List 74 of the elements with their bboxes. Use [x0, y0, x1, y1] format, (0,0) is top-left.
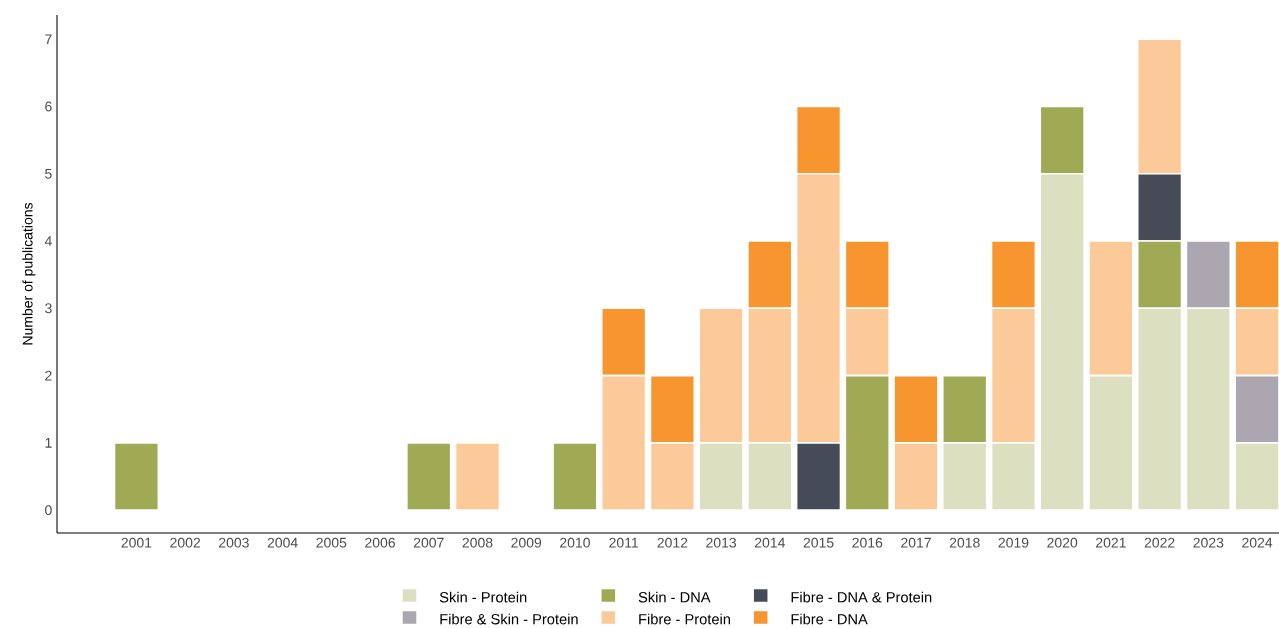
- x-tick-label: 2003: [219, 537, 249, 548]
- bar: [1088, 240, 1134, 377]
- bar: [990, 442, 1037, 511]
- legend-label: Skin - DNA: [638, 591, 711, 603]
- bar: [1039, 172, 1085, 511]
- bar: [649, 442, 696, 511]
- y-tick-label: 3: [45, 303, 52, 314]
- bar: [990, 240, 1037, 310]
- bar: [747, 307, 793, 444]
- x-tick-label: 2022: [1144, 537, 1175, 548]
- x-tick-label: 2014: [754, 537, 785, 548]
- x-tick-label: 2009: [511, 537, 542, 548]
- x-tick-label: 2005: [316, 537, 347, 548]
- bar: [1234, 240, 1279, 310]
- bar: [1136, 307, 1183, 511]
- bar: [600, 374, 647, 511]
- y-tick-label: 0: [45, 505, 52, 516]
- legend-label: Fibre - Protein: [639, 613, 730, 625]
- x-tick-label: 2010: [560, 537, 590, 548]
- y-axis-title: Number of publications: [22, 202, 36, 345]
- bar: [698, 307, 744, 444]
- x-tick-label: 2007: [413, 537, 444, 548]
- bar: [600, 307, 647, 377]
- legend-label: Skin - Protein: [439, 591, 527, 603]
- bar: [747, 240, 793, 310]
- x-tick-label: 2001: [121, 537, 152, 548]
- bar: [795, 172, 842, 444]
- x-tick-label: 2024: [1242, 537, 1273, 548]
- legend-label: Fibre - DNA & Protein: [791, 591, 932, 603]
- bar: [1088, 374, 1134, 511]
- bar: [406, 442, 452, 511]
- x-tick-label: 2017: [901, 537, 931, 548]
- bar: [552, 442, 598, 511]
- bar: [1234, 374, 1279, 444]
- bar: [1136, 38, 1183, 175]
- x-tick-label: 2016: [852, 537, 883, 548]
- y-tick-label: 5: [45, 168, 52, 179]
- x-tick-label: 2015: [803, 537, 834, 548]
- x-tick-label: 2011: [609, 537, 639, 548]
- x-tick-label: 2023: [1193, 537, 1224, 548]
- bar: [747, 442, 793, 511]
- x-tick-label: 2006: [365, 537, 395, 548]
- x-tick-label: 2012: [657, 537, 688, 548]
- y-tick-label: 1: [45, 438, 52, 448]
- bar: [942, 442, 988, 511]
- x-tick-label: 2019: [998, 537, 1029, 548]
- x-tick-label: 2004: [267, 537, 298, 548]
- x-tick-label: 2018: [949, 537, 980, 548]
- bar: [1234, 307, 1279, 377]
- bar: [698, 442, 744, 511]
- bar: [942, 374, 988, 444]
- bar: [893, 442, 939, 511]
- bar: [990, 307, 1037, 444]
- bar: [113, 442, 160, 511]
- bar: [1185, 240, 1232, 310]
- x-tick-label: 2021: [1096, 537, 1126, 548]
- x-tick-label: 2002: [170, 537, 200, 548]
- y-tick-label: 2: [45, 370, 52, 381]
- bar: [795, 105, 842, 175]
- x-tick-label: 2020: [1047, 537, 1078, 548]
- y-tick-label: 6: [45, 101, 52, 112]
- legend-label: Fibre & Skin - Protein: [440, 613, 578, 625]
- bar: [893, 374, 939, 444]
- bar: [454, 442, 501, 511]
- bar: [844, 307, 891, 377]
- x-tick-label: 2013: [706, 537, 737, 548]
- bar: [649, 374, 696, 444]
- bar: [1185, 307, 1232, 511]
- x-tick-label: 2008: [462, 537, 493, 548]
- y-tick-label: 7: [45, 34, 52, 45]
- bar: [844, 240, 891, 310]
- legend-label: Fibre - DNA: [791, 613, 868, 625]
- bar: [1234, 442, 1279, 511]
- y-tick-label: 4: [44, 236, 52, 246]
